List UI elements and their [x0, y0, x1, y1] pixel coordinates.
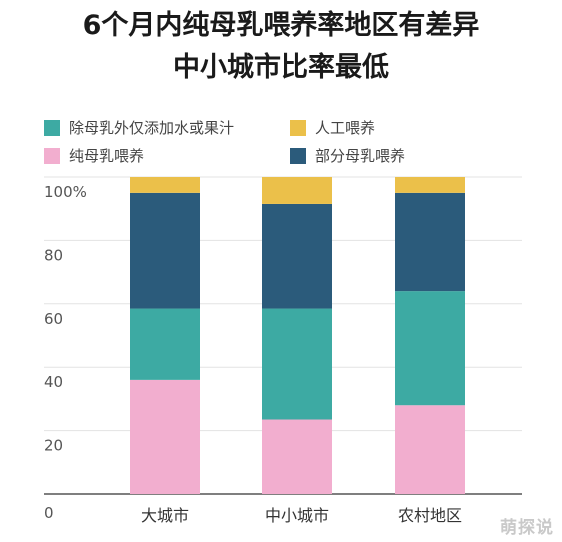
bar-segment-exclusive-1 — [130, 379, 200, 494]
bar-segment-exclusive-2 — [262, 419, 332, 494]
legend-label-partial: 部分母乳喂养 — [315, 147, 406, 165]
x-category-label-1: 大城市 — [141, 506, 189, 525]
legend-item-exclusive: 纯母乳喂养 — [44, 145, 144, 166]
legend-swatch-partial — [290, 147, 306, 164]
y-tick-label-60: 60 — [44, 310, 63, 328]
bar-segment-formula-1 — [130, 177, 200, 193]
bar-segment-exclusive-3 — [395, 405, 465, 494]
legend-swatch-water-juice — [44, 119, 60, 136]
watermark: 萌探说 — [500, 518, 554, 538]
legend-item-water-juice: 除母乳外仅添加水或果汁 — [44, 117, 234, 138]
y-tick-label-20: 20 — [44, 437, 63, 455]
bar-segment-partial-1 — [130, 192, 200, 309]
x-category-label-3: 农村地区 — [398, 506, 462, 525]
bar-segment-formula-2 — [262, 177, 332, 204]
legend-label-formula: 人工喂养 — [315, 119, 376, 137]
y-tick-label-40: 40 — [44, 373, 63, 391]
bar-segment-water-juice-1 — [130, 308, 200, 380]
y-tick-label-80: 80 — [44, 246, 63, 264]
y-tick-label-0: 0 — [44, 504, 54, 522]
chart-title-line-1: 6个月内纯母乳喂养率地区有差异 — [82, 10, 480, 41]
y-tick-label-100: 100% — [44, 183, 87, 201]
bar-segment-formula-3 — [395, 177, 465, 193]
bar-segment-water-juice-3 — [395, 291, 465, 406]
chart-title-line-2: 中小城市比率最低 — [173, 52, 389, 83]
legend-item-partial: 部分母乳喂养 — [290, 145, 405, 166]
bar-segment-partial-3 — [395, 192, 465, 292]
bar-segment-water-juice-2 — [262, 308, 332, 420]
x-category-label-2: 中小城市 — [265, 506, 329, 525]
legend-swatch-formula — [290, 119, 306, 136]
legend-item-formula: 人工喂养 — [290, 117, 375, 138]
legend-label-water-juice: 除母乳外仅添加水或果汁 — [69, 119, 235, 137]
legend-label-exclusive: 纯母乳喂养 — [69, 147, 145, 165]
bar-segment-partial-2 — [262, 203, 332, 309]
legend-swatch-exclusive — [44, 147, 60, 164]
